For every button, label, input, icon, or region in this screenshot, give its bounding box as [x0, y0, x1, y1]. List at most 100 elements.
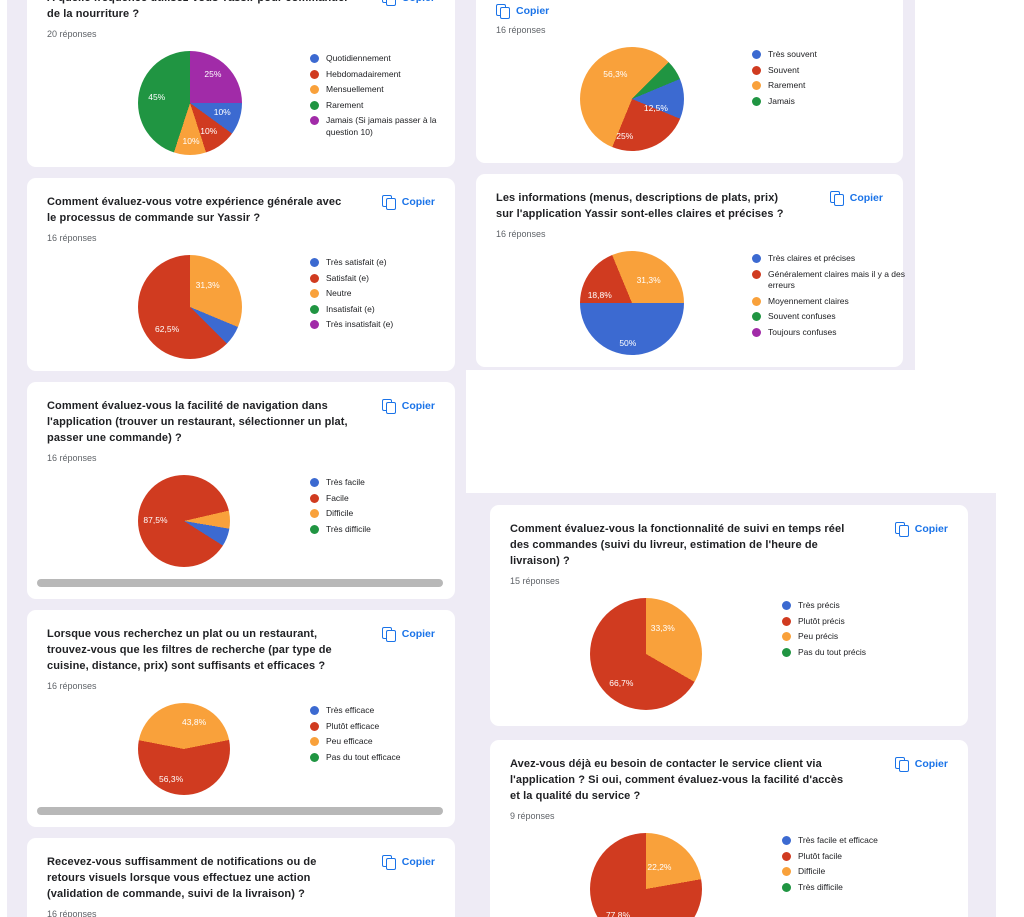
- copy-icon: [381, 855, 396, 870]
- response-count: 16 réponses: [47, 681, 97, 691]
- legend-label: Mensuellement: [326, 84, 384, 94]
- legend-item: Rarement: [752, 80, 912, 92]
- chart-legend: Quotidiennement Hebdomadairement Mensuelle…: [310, 53, 466, 142]
- question-card: À quelle fréquence utilisez-vous Yassir …: [27, 0, 455, 167]
- response-count: 9 réponses: [510, 811, 555, 821]
- left-results-column: À quelle fréquence utilisez-vous Yassir …: [7, 0, 466, 917]
- legend-item: Pas du tout efficace: [310, 752, 466, 764]
- legend-label: Souvent confuses: [768, 311, 836, 321]
- legend-color-dot: [752, 296, 761, 306]
- card-header: Comment évaluez-vous la facilité de navi…: [47, 398, 435, 446]
- legend-color-dot: [310, 116, 319, 125]
- legend-label: Toujours confuses: [768, 326, 837, 337]
- copy-button[interactable]: Copier: [381, 195, 435, 210]
- legend-color-dot: [752, 65, 761, 75]
- slice-percentage-label: 10%: [182, 136, 200, 147]
- copy-icon: [381, 399, 396, 414]
- legend-item: Très insatisfait (e): [310, 319, 466, 331]
- legend-item: Mensuellement: [310, 84, 466, 96]
- copy-button[interactable]: Copier: [829, 191, 883, 206]
- legend-item: Très précis: [782, 600, 952, 612]
- legend-item: Difficile: [782, 866, 952, 878]
- copy-button[interactable]: Copier: [381, 399, 435, 414]
- question-title: Comment évaluez-vous la fonctionnalité d…: [510, 523, 845, 567]
- legend-label: Souvent: [768, 64, 800, 75]
- question-title: Comment évaluez-vous votre expérience gé…: [47, 196, 342, 224]
- copy-icon: [381, 195, 396, 210]
- copy-button-label: Copier: [516, 5, 550, 17]
- slice-percentage-label: 56,3%: [159, 774, 184, 785]
- legend-item: Très difficile: [310, 524, 466, 536]
- legend-label: Très facile: [326, 477, 365, 487]
- question-card: Comment évaluez-vous la facilité de navi…: [27, 382, 455, 599]
- legend-color-dot: [752, 254, 761, 263]
- legend-item: Pas du tout précis: [782, 647, 952, 659]
- legend-item: Plutôt facile: [782, 851, 952, 863]
- legend-item: Hebdomadairement: [310, 69, 466, 81]
- legend-item: Jamais: [752, 96, 912, 108]
- horizontal-scrollbar[interactable]: [37, 807, 443, 815]
- card-header: Comment évaluez-vous votre expérience gé…: [47, 194, 435, 226]
- copy-button[interactable]: Copier: [381, 0, 435, 6]
- copy-button-label: Copier: [914, 523, 948, 535]
- horizontal-scrollbar[interactable]: [37, 579, 443, 587]
- pie-chart: 33,3% 66,7% Très précis Plutôt précis Peu p…: [510, 596, 948, 716]
- legend-item: Quotidiennement: [310, 53, 466, 65]
- copy-button[interactable]: Copier: [894, 757, 948, 772]
- legend-color-dot: [310, 737, 319, 746]
- legend-item: Plutôt efficace: [310, 721, 466, 733]
- pie-chart: 43,8% 56,3% Très efficace Plutôt efficace P…: [47, 701, 435, 797]
- legend-item: Plutôt précis: [782, 616, 952, 628]
- legend-color-dot: [310, 478, 319, 487]
- slice-percentage-label: 31,3%: [636, 275, 661, 286]
- legend-item: Très souvent: [752, 49, 912, 61]
- card-header: Avez-vous déjà eu besoin de contacter le…: [510, 756, 948, 804]
- slice-percentage-label: 18,8%: [587, 289, 612, 300]
- question-title: À quelle fréquence utilisez-vous Yassir …: [47, 0, 349, 20]
- question-card: Lorsque vous recherchez un plat ou un re…: [27, 610, 455, 827]
- pie: 87,5%: [138, 475, 230, 567]
- legend-item: Satisfait (e): [310, 273, 466, 285]
- slice-percentage-label: 66,7%: [609, 678, 634, 689]
- legend-label: Jamais (Si jamais passer à la question 1…: [326, 115, 437, 137]
- legend-color-dot: [752, 50, 761, 59]
- legend-color-dot: [782, 882, 791, 892]
- pie: 33,3% 66,7%: [590, 598, 702, 710]
- legend-item: Moyennement claires: [752, 296, 912, 308]
- legend-color-dot: [782, 632, 791, 641]
- slice-percentage-label: 25%: [616, 131, 634, 142]
- pie-chart: 31,3% 62,5% Très satisfait (e) Satisfait (…: [47, 253, 435, 361]
- copy-button[interactable]: Copier: [381, 855, 435, 870]
- legend-item: Très claires et précises: [752, 253, 912, 265]
- legend-label: Peu précis: [798, 631, 839, 641]
- legend-item: Peu efficace: [310, 736, 466, 748]
- legend-color-dot: [310, 100, 319, 110]
- legend-item: Neutre: [310, 288, 466, 300]
- copy-button-label: Copier: [401, 196, 435, 208]
- legend-color-dot: [752, 269, 761, 279]
- legend-label: Jamais: [768, 95, 795, 106]
- legend-label: Très précis: [798, 600, 840, 610]
- slice-percentage-label: 10%: [213, 107, 231, 118]
- legend-color-dot: [782, 851, 791, 861]
- slice-percentage-label: 25%: [204, 68, 222, 79]
- card-header: Recevez-vous suffisamment de notificatio…: [47, 854, 435, 902]
- legend-item: Très difficile: [782, 882, 952, 894]
- right-results-column-bottom: Comment évaluez-vous la fonctionnalité d…: [466, 493, 996, 917]
- legend-label: Très insatisfait (e): [326, 319, 394, 329]
- card-header: À quelle fréquence utilisez-vous Yassir …: [47, 0, 435, 22]
- legend-label: Plutôt efficace: [326, 720, 380, 731]
- card-header: Copier: [496, 3, 883, 19]
- question-title: Recevez-vous suffisamment de notificatio…: [47, 856, 317, 900]
- legend-color-dot: [310, 524, 319, 534]
- copy-button[interactable]: Copier: [894, 522, 948, 537]
- copy-button[interactable]: Copier: [496, 4, 550, 19]
- response-count: 16 réponses: [496, 25, 546, 35]
- legend-color-dot: [752, 327, 761, 337]
- question-card: Recevez-vous suffisamment de notificatio…: [27, 838, 455, 917]
- legend-color-dot: [310, 752, 319, 762]
- chart-legend: Très satisfait (e) Satisfait (e) Neutre Ins…: [310, 257, 466, 335]
- card-header: Les informations (menus, descriptions de…: [496, 190, 883, 222]
- legend-label: Quotidiennement: [326, 53, 391, 63]
- copy-button[interactable]: Copier: [381, 627, 435, 642]
